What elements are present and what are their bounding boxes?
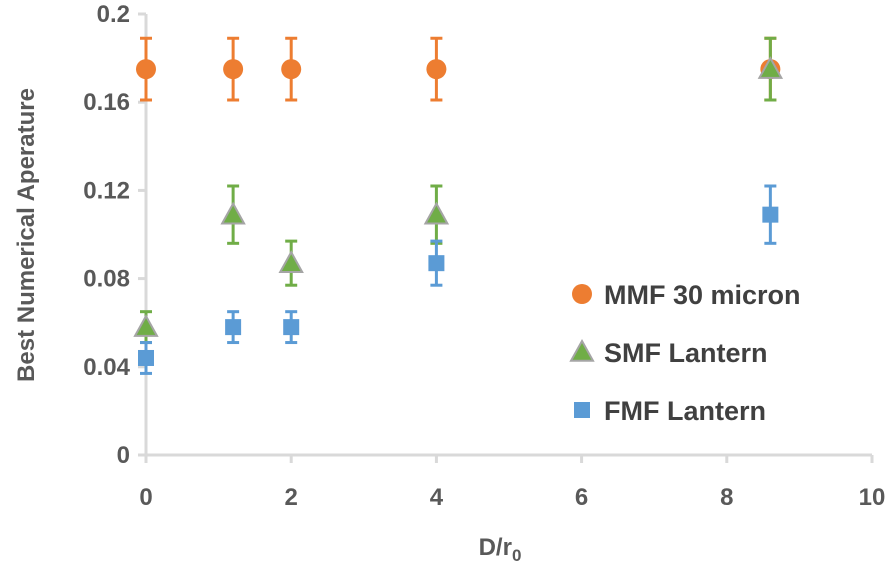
data-point bbox=[220, 201, 246, 225]
data-point bbox=[426, 59, 447, 80]
legend-entry: SMF Lantern bbox=[569, 338, 768, 368]
data-point bbox=[423, 201, 450, 225]
legend-entry: MMF 30 micron bbox=[572, 280, 801, 310]
series-fmf-lantern bbox=[138, 184, 779, 375]
x-axis-title-subscript: 0 bbox=[512, 546, 521, 565]
x-tick-label: 8 bbox=[720, 484, 733, 511]
x-tick-label: 10 bbox=[859, 484, 886, 511]
data-point bbox=[762, 206, 779, 223]
data-point bbox=[225, 319, 242, 336]
y-tick-label: 0.12 bbox=[83, 177, 130, 204]
y-tick-label: 0 bbox=[117, 442, 130, 469]
data-point bbox=[757, 56, 784, 79]
data-point bbox=[136, 59, 156, 80]
tick-labels: 0 0.04 0.08 0.12 0.16 0.2 0 2 4 6 8 10 bbox=[83, 1, 885, 511]
legend-marker bbox=[574, 402, 590, 418]
legend-marker bbox=[572, 284, 592, 304]
y-tick-label: 0.16 bbox=[83, 89, 130, 116]
data-point bbox=[223, 59, 244, 80]
data-point bbox=[428, 255, 445, 272]
y-tick-label: 0.04 bbox=[83, 354, 130, 381]
legend-label: SMF Lantern bbox=[604, 338, 768, 368]
data-point bbox=[283, 319, 300, 336]
x-axis-title: D/r0 bbox=[479, 534, 522, 565]
data-marks bbox=[133, 36, 784, 375]
legend-label: MMF 30 micron bbox=[604, 280, 801, 310]
y-tick-label: 0.08 bbox=[83, 266, 130, 293]
x-tick-label: 6 bbox=[575, 484, 588, 511]
data-point bbox=[133, 314, 159, 337]
legend: MMF 30 micron SMF Lantern FMF Lantern bbox=[569, 280, 801, 426]
x-tick-label: 2 bbox=[285, 484, 298, 511]
y-axis-title: Best Numerical Aperature bbox=[13, 88, 40, 382]
legend-entry: FMF Lantern bbox=[574, 396, 766, 426]
legend-label: FMF Lantern bbox=[604, 396, 766, 426]
data-point bbox=[138, 349, 154, 366]
legend-marker bbox=[569, 338, 595, 362]
x-axis-title-main: D/r bbox=[479, 534, 512, 561]
data-point bbox=[281, 59, 302, 80]
y-tick-label: 0.2 bbox=[97, 1, 130, 28]
x-tick-label: 0 bbox=[139, 484, 152, 511]
x-tick-label: 4 bbox=[430, 484, 444, 511]
data-point bbox=[278, 250, 304, 273]
series-mmf-30-micron bbox=[136, 36, 781, 102]
